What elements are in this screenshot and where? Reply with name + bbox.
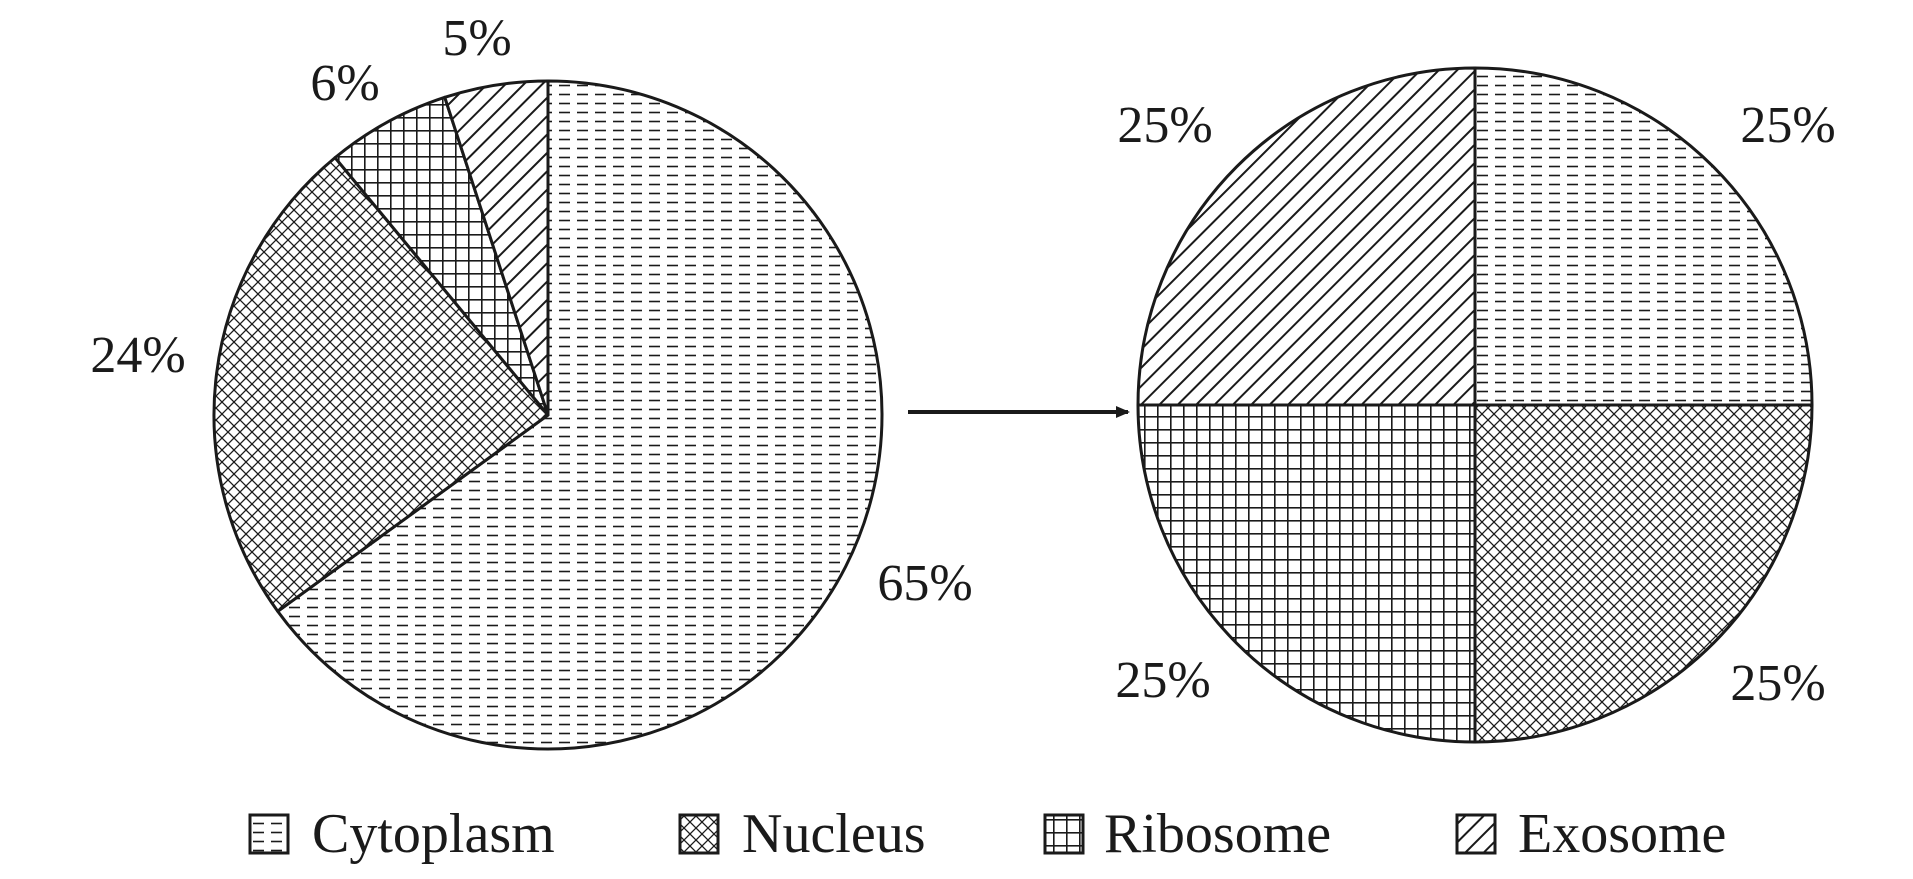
pie-chart-after: 25% 25% 25% 25% — [1115, 66, 1836, 744]
legend: Cytoplasm Nucleus Ribosome Exosome — [248, 803, 1726, 865]
slice-label-exosome: 25% — [1117, 97, 1212, 154]
cytoplasm-pattern-icon — [248, 813, 290, 855]
legend-item-nucleus: Nucleus — [678, 803, 926, 865]
pie-slice-ribosome — [1136, 403, 1477, 744]
pie-slice-exosome — [443, 79, 550, 417]
pie-chart-before: 65% 24% 6% 5% — [90, 10, 973, 751]
legend-label-cytoplasm: Cytoplasm — [312, 803, 555, 865]
exosome-pattern-icon — [1455, 813, 1497, 855]
slice-label-ribosome: 6% — [310, 55, 379, 112]
pie-slice-cytoplasm — [1473, 66, 1814, 407]
legend-label-ribosome: Ribosome — [1104, 803, 1331, 865]
slice-label-cytoplasm: 65% — [877, 555, 972, 612]
pie-slice-nucleus — [1473, 403, 1814, 744]
legend-item-exosome: Exosome — [1455, 803, 1726, 865]
slice-label-ribosome: 25% — [1115, 652, 1210, 709]
legend-item-ribosome: Ribosome — [1043, 803, 1331, 865]
pie-slice-ribosome — [333, 95, 550, 417]
slice-label-nucleus: 24% — [90, 327, 185, 384]
legend-item-cytoplasm: Cytoplasm — [248, 803, 555, 865]
nucleus-pattern-icon — [678, 813, 720, 855]
ribosome-pattern-icon — [1043, 813, 1085, 855]
pie-slice-cytoplasm — [276, 79, 884, 751]
slice-label-nucleus: 25% — [1730, 655, 1825, 712]
slice-label-cytoplasm: 25% — [1740, 97, 1835, 154]
pie-slice-nucleus — [212, 156, 550, 613]
slice-label-exosome: 5% — [442, 10, 511, 67]
legend-label-exosome: Exosome — [1518, 803, 1726, 865]
pie-slice-exosome — [1136, 66, 1477, 407]
legend-label-nucleus: Nucleus — [742, 803, 926, 865]
